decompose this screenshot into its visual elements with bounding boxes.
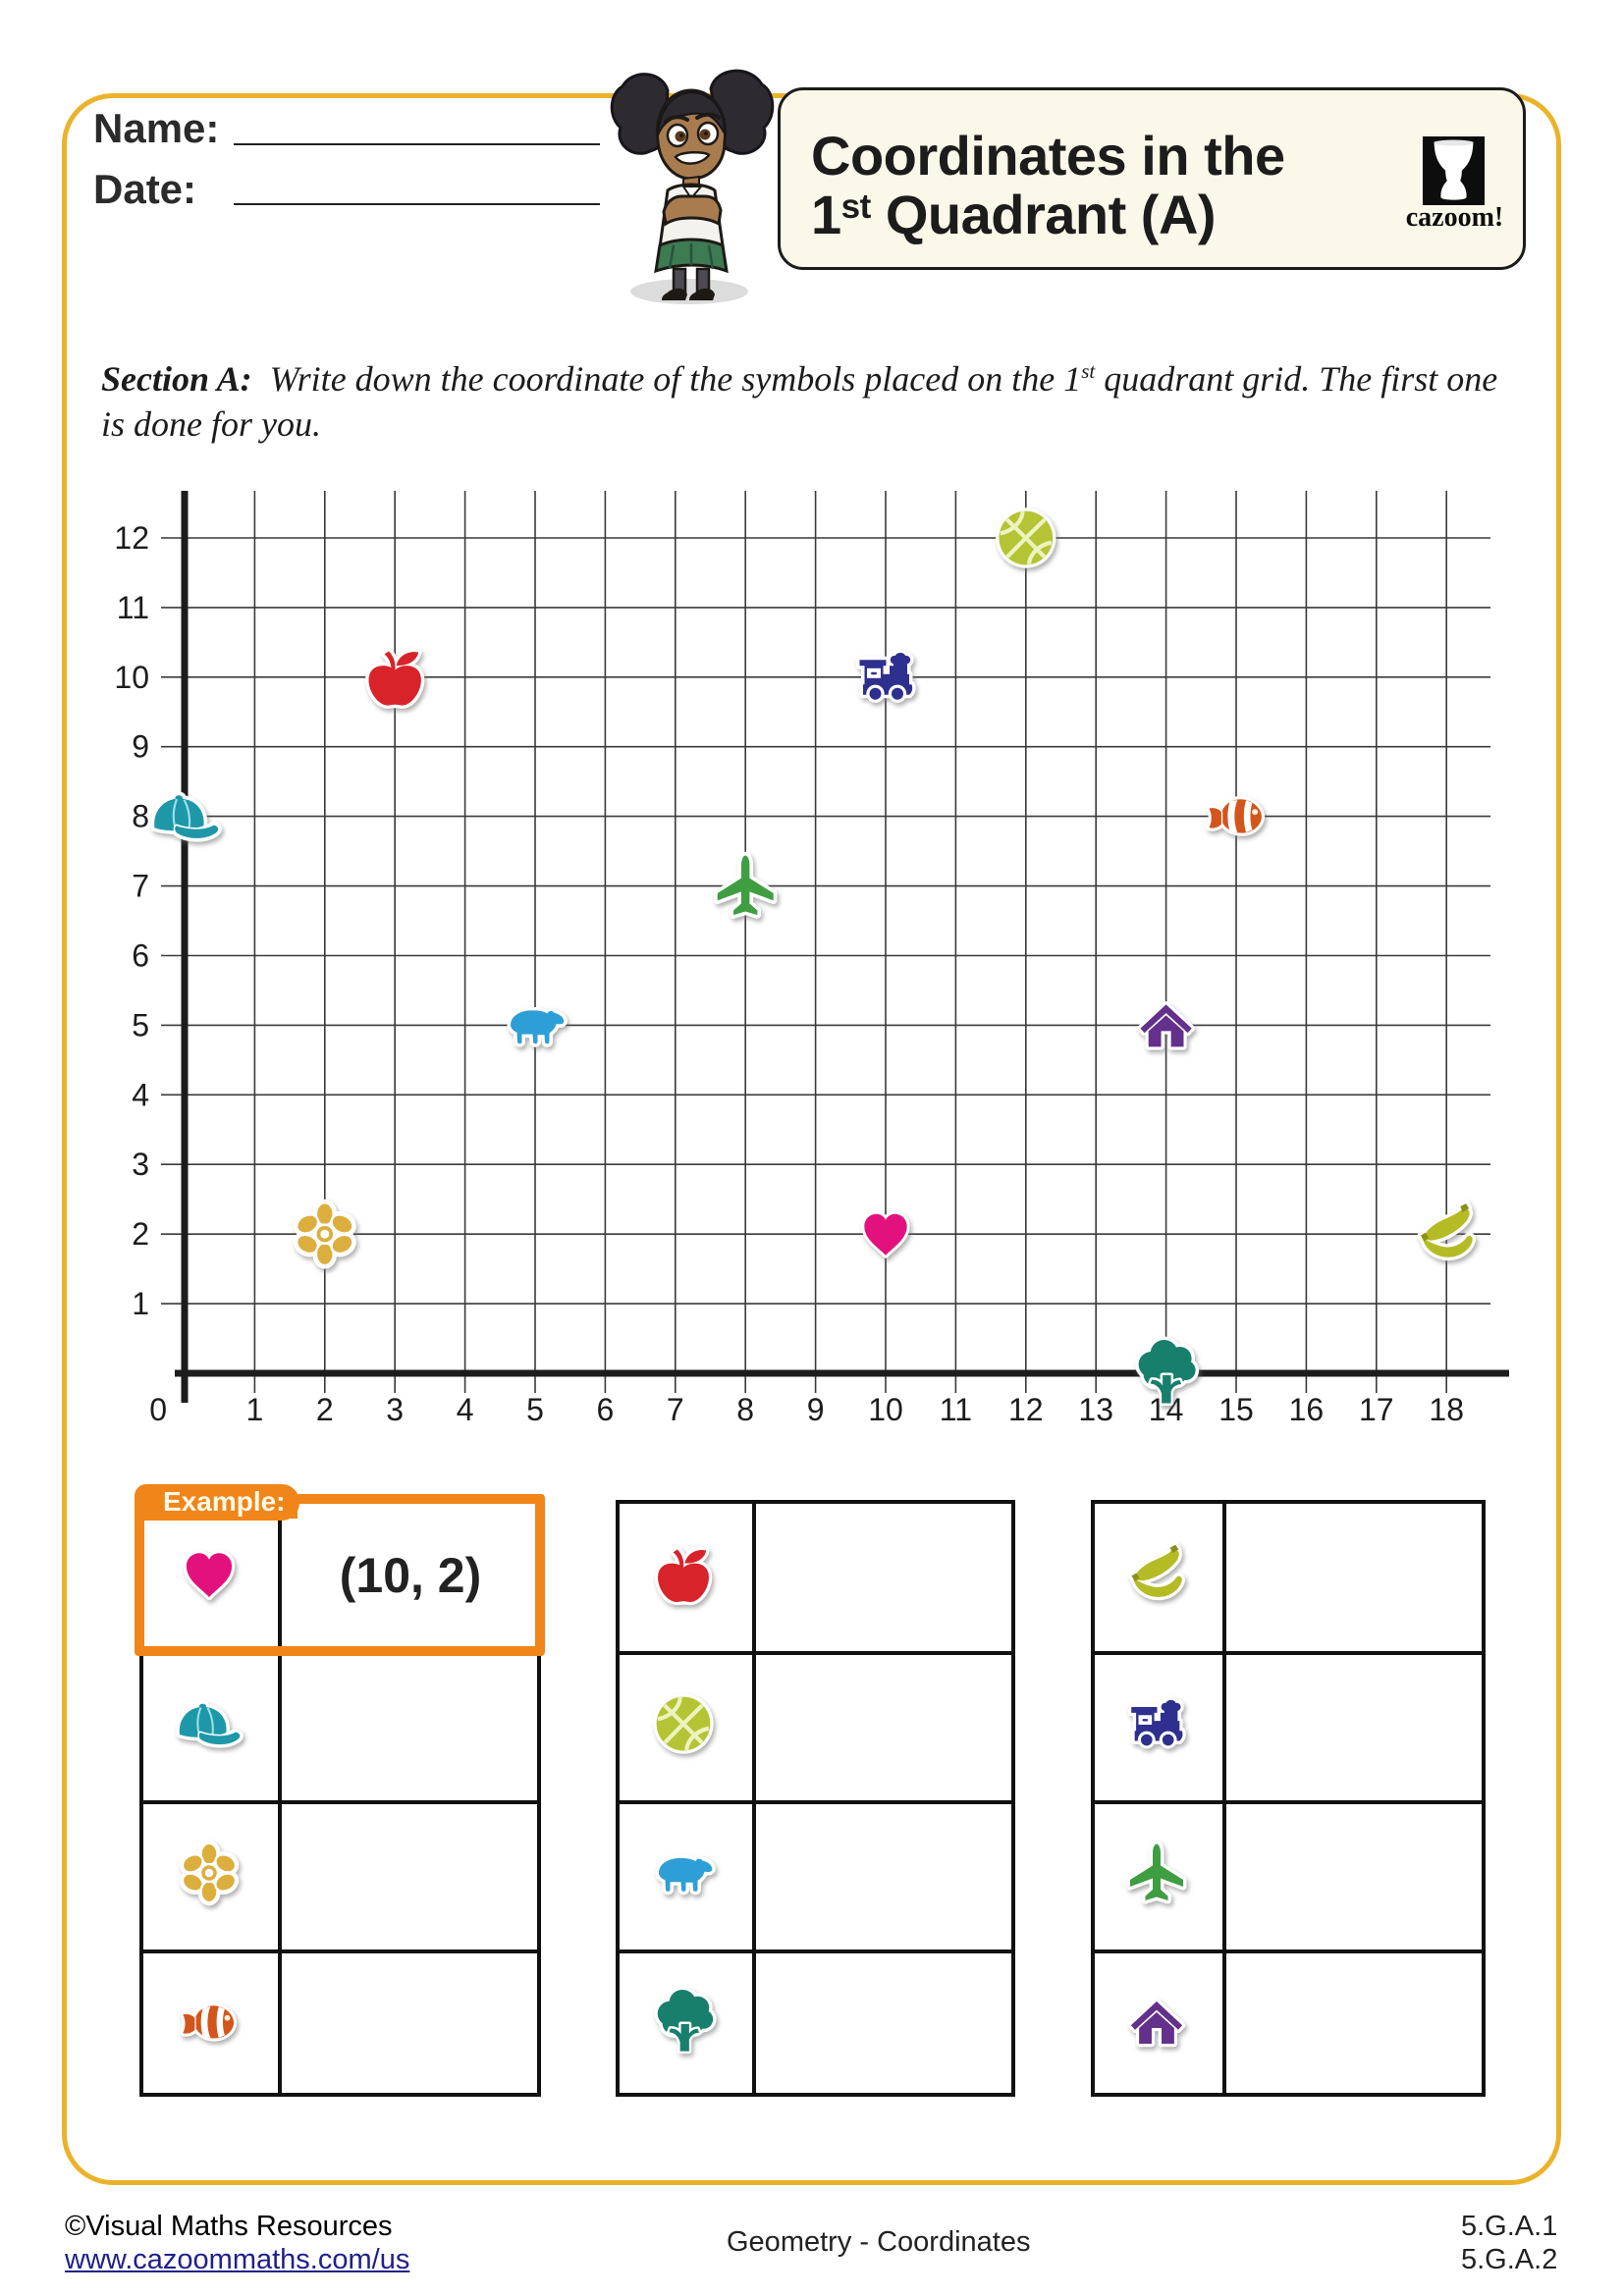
svg-text:5: 5 — [526, 1392, 544, 1427]
svg-text:9: 9 — [132, 729, 149, 765]
svg-text:12: 12 — [114, 520, 149, 556]
svg-text:10: 10 — [868, 1392, 903, 1427]
svg-text:11: 11 — [117, 590, 149, 625]
svg-text:8: 8 — [132, 799, 149, 834]
svg-text:13: 13 — [1078, 1392, 1113, 1427]
svg-text:17: 17 — [1359, 1392, 1394, 1427]
svg-text:18: 18 — [1429, 1392, 1464, 1427]
svg-text:1: 1 — [132, 1286, 149, 1321]
svg-text:16: 16 — [1289, 1392, 1325, 1427]
svg-text:0: 0 — [149, 1392, 167, 1427]
svg-text:1: 1 — [246, 1392, 264, 1427]
svg-text:6: 6 — [597, 1392, 615, 1427]
svg-text:8: 8 — [736, 1392, 754, 1427]
svg-text:4: 4 — [132, 1077, 149, 1112]
svg-text:5: 5 — [132, 1007, 149, 1042]
svg-text:3: 3 — [386, 1392, 404, 1427]
svg-text:7: 7 — [132, 869, 149, 904]
svg-text:2: 2 — [316, 1392, 334, 1427]
svg-text:2: 2 — [132, 1216, 149, 1252]
svg-text:6: 6 — [132, 938, 149, 974]
svg-text:11: 11 — [940, 1392, 972, 1427]
svg-text:12: 12 — [1008, 1392, 1044, 1427]
svg-text:4: 4 — [457, 1392, 474, 1427]
svg-text:3: 3 — [132, 1147, 149, 1182]
svg-text:7: 7 — [667, 1392, 684, 1427]
svg-text:15: 15 — [1218, 1392, 1254, 1427]
svg-text:9: 9 — [807, 1392, 825, 1427]
svg-text:10: 10 — [114, 660, 149, 695]
